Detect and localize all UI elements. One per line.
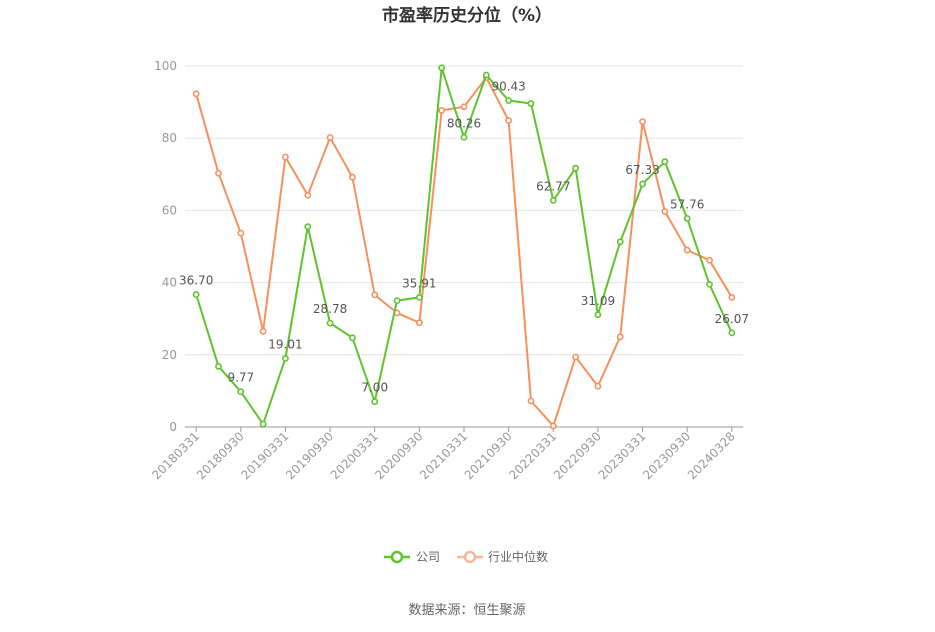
- data-point: [326, 319, 334, 327]
- data-source: 数据来源：恒生聚源: [408, 603, 525, 618]
- data-point: [259, 327, 267, 335]
- data-point: [594, 311, 602, 319]
- data-label: 28.78: [313, 302, 347, 316]
- data-point: [505, 97, 513, 104]
- data-label: 90.43: [491, 80, 525, 94]
- data-point: [438, 107, 446, 114]
- data-label: 31.09: [581, 294, 615, 308]
- data-point: [661, 158, 669, 166]
- data-point: [683, 215, 691, 222]
- x-tick-label: 20180331: [149, 429, 202, 482]
- legend-label-company: 公司: [416, 550, 440, 564]
- data-label: 19.01: [268, 337, 302, 351]
- data-labels: 36.70 9.77 19.01 28.78 7.00 35.91 80.26 90.43 62…: [179, 80, 749, 395]
- legend-marker-company: [390, 550, 404, 564]
- x-tick-label: 20200331: [328, 429, 381, 482]
- data-point: [527, 397, 535, 405]
- data-point: [237, 388, 245, 396]
- data-point: [460, 103, 468, 111]
- data-point: [527, 100, 535, 107]
- y-tick-label: 40: [162, 276, 177, 290]
- data-point: [482, 71, 490, 79]
- data-point: [304, 191, 312, 199]
- data-point: [415, 293, 423, 301]
- x-tick-label: 20230331: [596, 429, 649, 482]
- data-point: [616, 238, 624, 246]
- x-tick-label: 20220930: [551, 429, 604, 482]
- data-point: [371, 291, 379, 299]
- data-point: [348, 334, 356, 342]
- x-tick-label: 20180930: [194, 429, 247, 482]
- data-label: 9.77: [227, 371, 254, 385]
- data-point: [438, 64, 446, 72]
- x-axis: 2018033120180930201903312019093020200331…: [149, 426, 743, 482]
- series-layer: [192, 64, 736, 430]
- x-tick-label: 20200930: [372, 429, 425, 482]
- data-point: [549, 422, 557, 430]
- x-tick-label: 20190930: [283, 429, 336, 482]
- data-point: [259, 420, 267, 428]
- data-point: [639, 180, 646, 188]
- data-point: [661, 208, 669, 215]
- data-label: 80.26: [447, 116, 481, 130]
- data-point: [505, 117, 513, 124]
- data-point: [549, 197, 557, 204]
- data-label: 35.91: [402, 276, 436, 290]
- data-point: [192, 291, 200, 298]
- data-point: [415, 319, 423, 327]
- y-tick-label: 20: [162, 348, 177, 362]
- x-tick-label: 20210930: [462, 429, 515, 482]
- legend-label-industry: 行业中位数: [488, 549, 548, 564]
- x-tick-label: 20230930: [640, 429, 693, 482]
- data-point: [348, 173, 356, 181]
- x-tick-label: 20190331: [238, 429, 291, 482]
- data-point: [215, 362, 222, 370]
- data-point: [728, 329, 736, 337]
- legend: 公司 行业中位数: [384, 549, 548, 564]
- data-point: [192, 90, 200, 98]
- x-tick-label: 20240328: [685, 429, 738, 482]
- y-tick-label: 100: [154, 59, 177, 73]
- data-point: [460, 133, 468, 141]
- data-point: [594, 382, 602, 390]
- chart-title: 市盈率历史分位（%）: [382, 5, 552, 26]
- legend-marker-industry: [463, 550, 477, 564]
- data-point: [304, 223, 312, 231]
- data-point: [282, 153, 289, 161]
- y-tick-label: 60: [162, 203, 177, 217]
- data-point: [728, 294, 736, 301]
- data-point: [616, 333, 624, 341]
- data-point: [282, 354, 289, 362]
- y-tick-label: 80: [162, 131, 177, 145]
- legend-item-industry[interactable]: 行业中位数: [457, 549, 548, 564]
- data-point: [237, 229, 245, 237]
- x-tick-label: 20210331: [417, 429, 470, 482]
- data-label: 36.70: [179, 274, 213, 288]
- data-label: 57.76: [670, 197, 704, 211]
- y-tick-label: 0: [169, 420, 177, 434]
- y-axis: 0 20 40 60 80 100: [154, 59, 177, 434]
- data-point: [215, 169, 222, 177]
- data-label: 67.33: [625, 163, 659, 177]
- data-label: 62.77: [536, 179, 570, 193]
- data-label: 7.00: [361, 381, 388, 395]
- data-point: [572, 164, 579, 172]
- data-point: [326, 134, 334, 141]
- data-point: [706, 281, 713, 288]
- x-tick-label: 20220331: [506, 429, 559, 482]
- data-point: [371, 398, 379, 406]
- data-point: [683, 246, 691, 254]
- data-point: [572, 353, 579, 361]
- data-label: 26.07: [715, 312, 749, 326]
- data-point: [706, 256, 713, 264]
- legend-item-company[interactable]: 公司: [384, 550, 440, 564]
- data-point: [393, 297, 401, 305]
- data-point: [639, 118, 646, 125]
